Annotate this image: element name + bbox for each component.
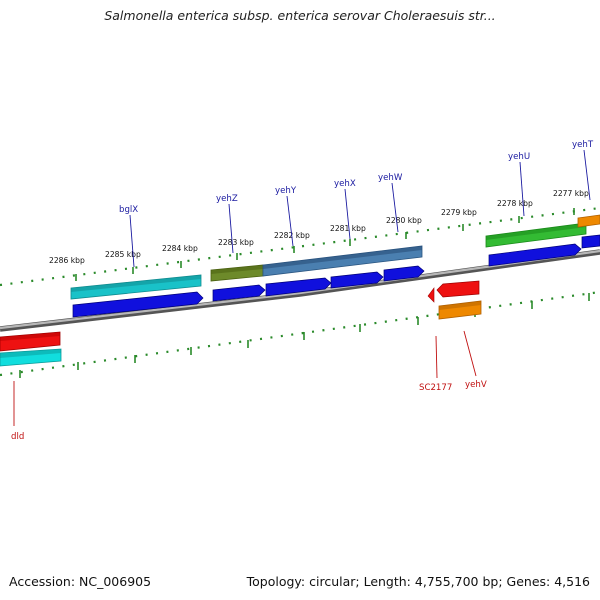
gene-label-yehZ: yehZ (216, 194, 238, 204)
gene-label-SC2177: SC2177 (419, 383, 452, 393)
scale-label: 2278 kbp (497, 199, 533, 208)
gene-label-bglX: bglX (119, 205, 138, 215)
forward-feature-track (70, 214, 600, 300)
yehY-cds-arrow (265, 277, 332, 297)
yehV-red-arrow (436, 280, 480, 298)
yehZ-cds-arrow (212, 284, 266, 302)
genome-backbone (0, 249, 600, 332)
scale-label: 2277 kbp (553, 189, 589, 198)
gene-label-yehW: yehW (378, 173, 403, 183)
bglX-cds-arrow (72, 291, 204, 318)
genome-title: Salmonella enterica subsp. enterica sero… (104, 8, 496, 23)
gene-label-yehY: yehY (275, 186, 297, 196)
yehU-cds-arrow (488, 243, 582, 267)
scale-label: 2284 kbp (162, 244, 198, 253)
scale-label: 2283 kbp (218, 238, 254, 247)
reverse-tick-row (0, 290, 600, 377)
scale-label: 2280 kbp (386, 216, 422, 225)
yehT-feature (577, 214, 600, 228)
yehX-cds-arrow (330, 271, 384, 289)
scale-label: 2285 kbp (105, 250, 141, 259)
reverse-gene-labels: dld SC2177 yehV (11, 380, 487, 442)
forward-leader-lines (129, 149, 591, 268)
gene-label-dld: dld (11, 432, 24, 442)
SC2177-arrow (427, 287, 435, 303)
forward-major-ticks (75, 208, 575, 281)
scale-label: 2279 kbp (441, 208, 477, 217)
scale-label: 2281 kbp (330, 224, 366, 233)
genome-summary: Topology: circular; Length: 4,755,700 bp… (246, 574, 590, 589)
accession-label: Accession: NC_006905 (9, 574, 152, 589)
reverse-leader-lines (13, 330, 477, 426)
forward-cds-track (72, 234, 600, 318)
gene-label-yehX: yehX (334, 179, 356, 189)
forward-gene-labels: bglX yehZ yehY yehX yehW yehU yehT (119, 140, 594, 215)
gene-label-yehT: yehT (572, 140, 594, 150)
reverse-major-ticks (19, 293, 590, 378)
reverse-feature-track (0, 280, 482, 367)
scale-label: 2286 kbp (49, 256, 85, 265)
yehW-cds-arrow (383, 265, 425, 282)
gene-label-yehU: yehU (508, 152, 530, 162)
forward-tick-row (0, 206, 600, 287)
gene-label-yehV: yehV (465, 380, 487, 390)
yehT-cds-arrow (581, 234, 600, 249)
